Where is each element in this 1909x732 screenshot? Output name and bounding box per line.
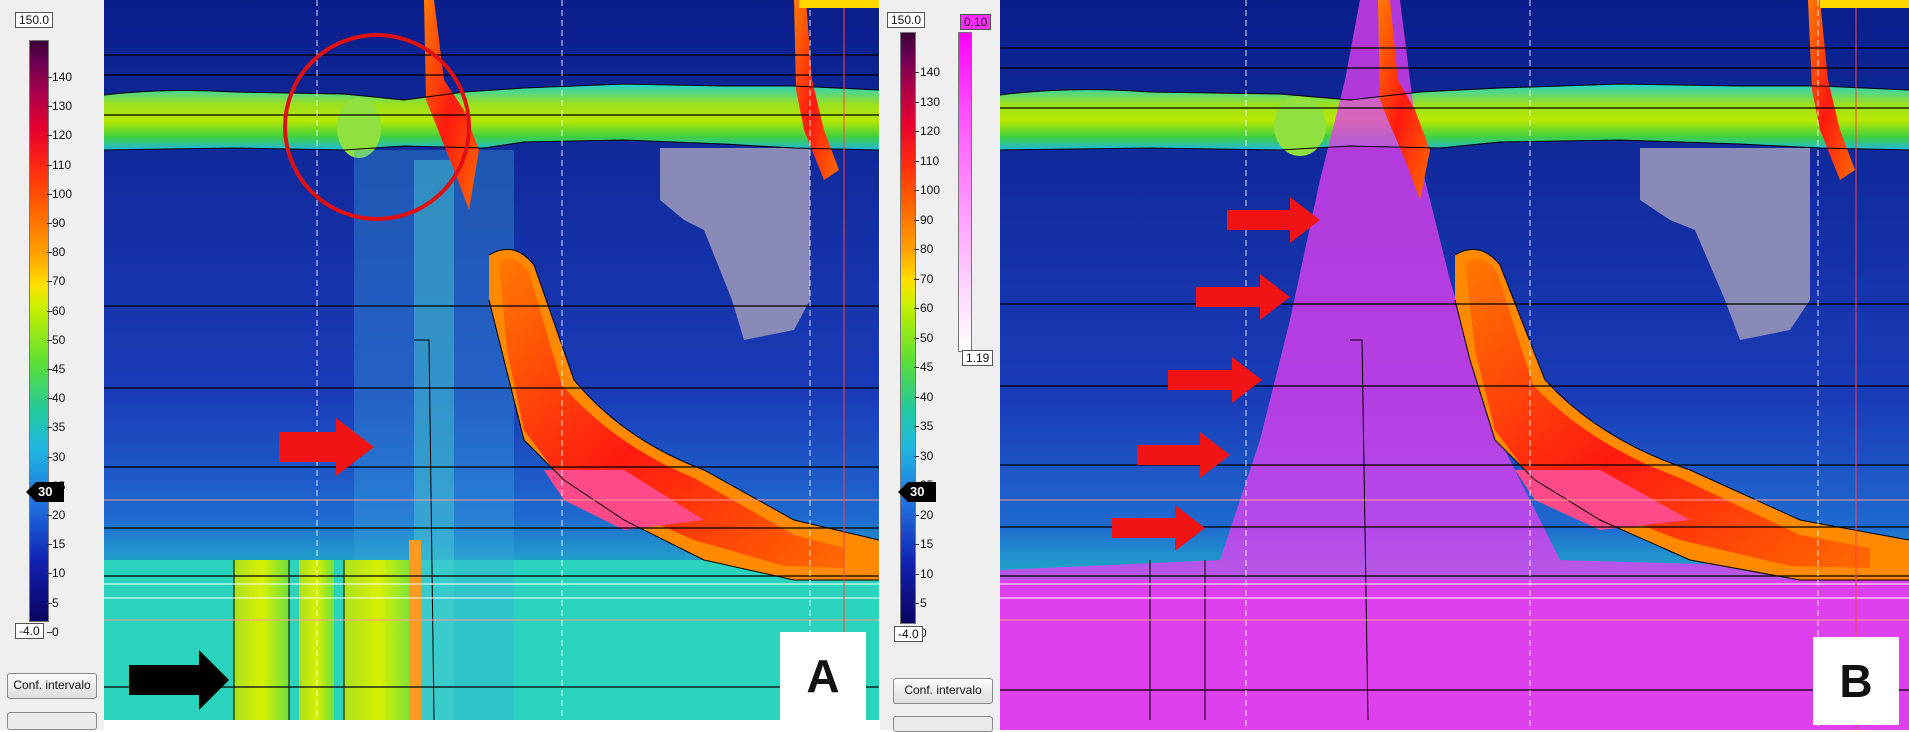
colorbar-a (29, 40, 49, 622)
colorbar-tick-label: 110 (920, 153, 940, 168)
colorbar-tick-label: 60 (920, 301, 934, 315)
colorbar-tick-mark (47, 427, 52, 429)
colorbar-tick-label: 140 (52, 70, 73, 84)
colorbar-tick-label: 45 (920, 360, 934, 374)
colorbar-tick-label: 15 (52, 537, 66, 552)
colorbar-tick-mark (47, 515, 52, 516)
colorbar-tick-mark (914, 603, 919, 604)
colorbar-tick-label: 130 (52, 99, 73, 114)
colorbar-tick-mark (914, 72, 919, 73)
colorbar-tick-mark (47, 310, 52, 312)
threshold-marker-value: 30 (38, 484, 53, 499)
colorbar-tick-mark (47, 398, 52, 400)
colorbar-tick-mark (47, 135, 52, 137)
colorbar-tick-mark (914, 219, 919, 221)
colorbar-tick-label: 20 (52, 508, 66, 522)
colorbar-tick-label: 0 (52, 624, 59, 639)
colorbar-tick-label: 10 (920, 566, 934, 581)
colorbar-tick-mark (47, 77, 52, 78)
colorbar-tick-label: 35 (52, 420, 66, 435)
colorbar-tick-mark (47, 339, 52, 341)
colorbar-tick-mark (914, 396, 919, 398)
colorbar-tick-label: 100 (52, 186, 73, 201)
colorbar-tick-label: 60 (52, 303, 66, 318)
secondary-button-a[interactable] (7, 712, 97, 730)
colorbar-tick-mark (47, 544, 52, 546)
conf-intervalo-button-a[interactable]: Conf. intervalo (7, 673, 97, 699)
colorbar-tick-label: 5 (920, 596, 927, 610)
colorbar-min-label-a: -4.0 (15, 623, 44, 639)
colorbar-tick-mark (47, 573, 52, 575)
colorbar-tick-mark (914, 426, 919, 427)
colorbar-tick-label: 40 (52, 391, 66, 406)
colorbar-tick-mark (914, 573, 919, 575)
colorbar-tick-label: 90 (52, 216, 66, 230)
colorbar-tick-mark (914, 455, 919, 457)
colorbar-tick-label: 30 (920, 448, 934, 463)
colorbar-tick-mark (47, 223, 52, 224)
colorbar-tick-label: 0 (920, 625, 927, 640)
colorbar-min-label-b: -4.0 (894, 626, 923, 642)
colorbar-tick-label: 70 (52, 274, 66, 289)
colorbar-tick-label: 100 (920, 183, 941, 197)
colorbar-tick-mark (914, 101, 919, 103)
colorbar-tick-label: 20 (920, 507, 934, 522)
colorbar-tick-mark (47, 456, 52, 458)
colorbar-tick-mark (914, 190, 919, 191)
colorbar-max-label-a: 150.0 (15, 12, 54, 28)
pressure-topography-plot-b: B (1000, 0, 1909, 730)
panel-label-a: A (780, 632, 866, 720)
colorbar-tick-mark (914, 337, 919, 339)
colorbar-tick-label: 120 (920, 124, 941, 138)
colorbar-tick-mark (914, 514, 919, 516)
colorbar-tick-label: 50 (920, 330, 934, 345)
colorbar-tick-mark (47, 106, 52, 108)
colorbar-tick-label: 5 (52, 595, 59, 610)
pressure-map-a (104, 0, 879, 720)
conf-intervalo-button-b[interactable]: Conf. intervalo (893, 678, 993, 704)
colorbar-tick-label: 15 (920, 537, 934, 551)
colorbar-tick-label: 45 (52, 362, 66, 376)
overlay-scale-bottom-label: 1.19 (962, 350, 994, 366)
pressure-topography-plot-a: A (104, 0, 879, 720)
colorbar-tick-mark (914, 367, 919, 368)
colorbar-tick-mark (914, 131, 919, 132)
colorbar-tick-mark (914, 308, 919, 309)
colorbar-tick-label: 120 (52, 128, 73, 143)
colorbar-tick-label: 35 (920, 419, 934, 433)
colorbar-tick-mark (47, 281, 52, 283)
colorbar-tick-label: 110 (52, 157, 72, 172)
colorbar-tick-label: 30 (52, 449, 66, 464)
colorbar-tick-mark (47, 252, 52, 254)
colorbar-tick-mark (914, 249, 919, 250)
colorbar-tick-label: 80 (52, 245, 66, 260)
colorbar-tick-mark (47, 369, 52, 370)
colorbar-tick-mark (914, 544, 919, 545)
colorbar-tick-mark (914, 278, 919, 280)
colorbar-tick-label: 140 (920, 65, 941, 79)
colorbar-tick-mark (47, 602, 52, 604)
overlay-scale-bar (958, 32, 972, 352)
panel-label-b: B (1813, 637, 1899, 725)
colorbar-tick-mark (47, 631, 52, 633)
colorbar-tick-label: 80 (920, 242, 934, 256)
colorbar-tick-mark (47, 164, 52, 166)
threshold-marker-value-b: 30 (910, 484, 925, 499)
colorbar-tick-mark (914, 160, 919, 162)
colorbar-tick-label: 10 (52, 566, 66, 581)
colorbar-tick-label: 40 (920, 389, 934, 404)
pressure-map-b (1000, 0, 1909, 730)
threshold-marker-b[interactable]: 30 (898, 482, 936, 502)
sidebar-a (0, 0, 104, 730)
overlay-scale-top-label: 0.10 (960, 14, 992, 30)
colorbar-tick-label: 90 (920, 212, 934, 227)
colorbar-tick-mark (47, 193, 52, 195)
colorbar-tick-label: 130 (920, 94, 941, 109)
threshold-marker-a[interactable]: 30 (26, 482, 64, 502)
colorbar-tick-label: 50 (52, 332, 66, 347)
colorbar-max-label-b: 150.0 (887, 12, 926, 28)
colorbar-tick-label: 70 (920, 271, 934, 286)
colorbar-b (900, 32, 916, 624)
